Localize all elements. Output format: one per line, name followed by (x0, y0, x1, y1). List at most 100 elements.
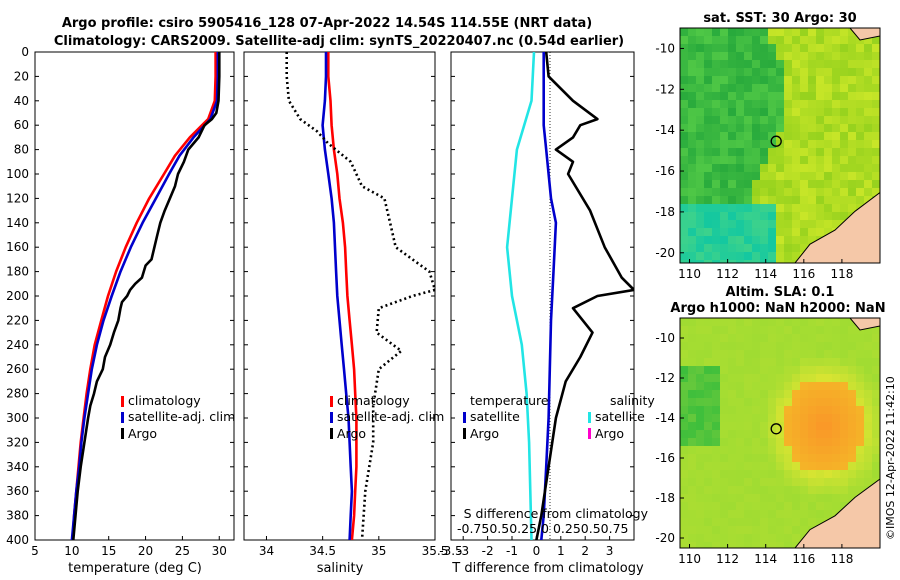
heatmap-cell (720, 494, 729, 503)
x-tick-label: 0 (533, 544, 541, 558)
heatmap-cell (744, 374, 753, 383)
heatmap-cell (720, 236, 729, 245)
heatmap-cell (784, 414, 793, 423)
heatmap-cell (808, 52, 817, 61)
heatmap-cell (808, 366, 817, 375)
heatmap-cell (856, 390, 865, 399)
heatmap-cell (680, 196, 689, 205)
heatmap-cell (704, 486, 713, 495)
heatmap-cell (712, 510, 721, 519)
heatmap-cell (800, 148, 809, 157)
heatmap-cell (792, 478, 801, 487)
heatmap-cell (688, 180, 697, 189)
heatmap-cell (720, 204, 729, 213)
heatmap-cell (736, 342, 745, 351)
heatmap-cell (776, 252, 785, 261)
heatmap-cell (792, 326, 801, 335)
heatmap-cell (720, 358, 729, 367)
heatmap-cell (784, 236, 793, 245)
heatmap-cell (776, 132, 785, 141)
heatmap-cell (704, 326, 713, 335)
heatmap-cell (792, 446, 801, 455)
heatmap-cell (848, 462, 857, 471)
heatmap-cell (688, 108, 697, 117)
heatmap-cell (744, 478, 753, 487)
heatmap-cell (816, 374, 825, 383)
heatmap-cell (712, 132, 721, 141)
heatmap-cell (816, 406, 825, 415)
heatmap-cell (744, 156, 753, 165)
heatmap-cell (704, 446, 713, 455)
heatmap-cell (800, 220, 809, 229)
heatmap-cell (840, 358, 849, 367)
heatmap-cell (712, 116, 721, 125)
heatmap-cell (824, 52, 833, 61)
heatmap-cell (728, 164, 737, 173)
heatmap-cell (832, 502, 841, 511)
heatmap-cell (752, 374, 761, 383)
heatmap-cell (744, 494, 753, 503)
heatmap-cell (848, 374, 857, 383)
heatmap-cell (808, 518, 817, 527)
heatmap-cell (776, 374, 785, 383)
heatmap-cell (816, 494, 825, 503)
heatmap-cell (832, 28, 841, 37)
heatmap-cell (752, 542, 761, 548)
legend-mark-satellite (330, 412, 333, 423)
heatmap-cell (712, 398, 721, 407)
heatmap-cell (776, 318, 785, 327)
heatmap-cell (776, 350, 785, 359)
heatmap-cell (680, 236, 689, 245)
heatmap-cell (728, 28, 737, 37)
heatmap-cell (744, 510, 753, 519)
heatmap-cell (696, 220, 705, 229)
heatmap-cell (712, 236, 721, 245)
heatmap-cell (832, 470, 841, 479)
heatmap-cell (840, 318, 849, 327)
heatmap-cell (688, 100, 697, 109)
heatmap-cell (864, 390, 873, 399)
heatmap-cell (752, 342, 761, 351)
heatmap-cell (728, 100, 737, 109)
heatmap-cell (680, 518, 689, 527)
heatmap-cell (800, 462, 809, 471)
heatmap-cell (824, 180, 833, 189)
heatmap-cell (744, 358, 753, 367)
heatmap-cell (720, 172, 729, 181)
heatmap-cell (760, 260, 769, 263)
heatmap-cell (768, 68, 777, 77)
heatmap-cell (680, 414, 689, 423)
heatmap-cell (784, 84, 793, 93)
heatmap-cell (856, 52, 865, 61)
heatmap-cell (832, 140, 841, 149)
heatmap-cell (752, 430, 761, 439)
heatmap-cell (680, 430, 689, 439)
heatmap-cell (776, 164, 785, 173)
heatmap-cell (768, 350, 777, 359)
heatmap-cell (808, 494, 817, 503)
heatmap-cell (744, 366, 753, 375)
heatmap-cell (768, 148, 777, 157)
heatmap-cell (720, 510, 729, 519)
heatmap-cell (760, 84, 769, 93)
depth-tick-label: 60 (14, 118, 29, 132)
heatmap-cell (832, 334, 841, 343)
heatmap-cell (760, 252, 769, 261)
heatmap-cell (840, 422, 849, 431)
heatmap-cell (760, 156, 769, 165)
heatmap-cell (696, 406, 705, 415)
heatmap-cell (712, 494, 721, 503)
heatmap-cell (824, 140, 833, 149)
heatmap-cell (712, 542, 721, 548)
heatmap-cell (768, 44, 777, 53)
heatmap-cell (840, 382, 849, 391)
island (849, 28, 880, 41)
legend-title-temperature: temperature (470, 393, 549, 408)
heatmap-cell (688, 342, 697, 351)
heatmap-cell (832, 92, 841, 101)
depth-tick-label: 260 (6, 362, 29, 376)
heatmap-cell (856, 196, 865, 205)
heatmap-cell (864, 92, 873, 101)
heatmap-cell (728, 422, 737, 431)
heatmap-cell (696, 212, 705, 221)
